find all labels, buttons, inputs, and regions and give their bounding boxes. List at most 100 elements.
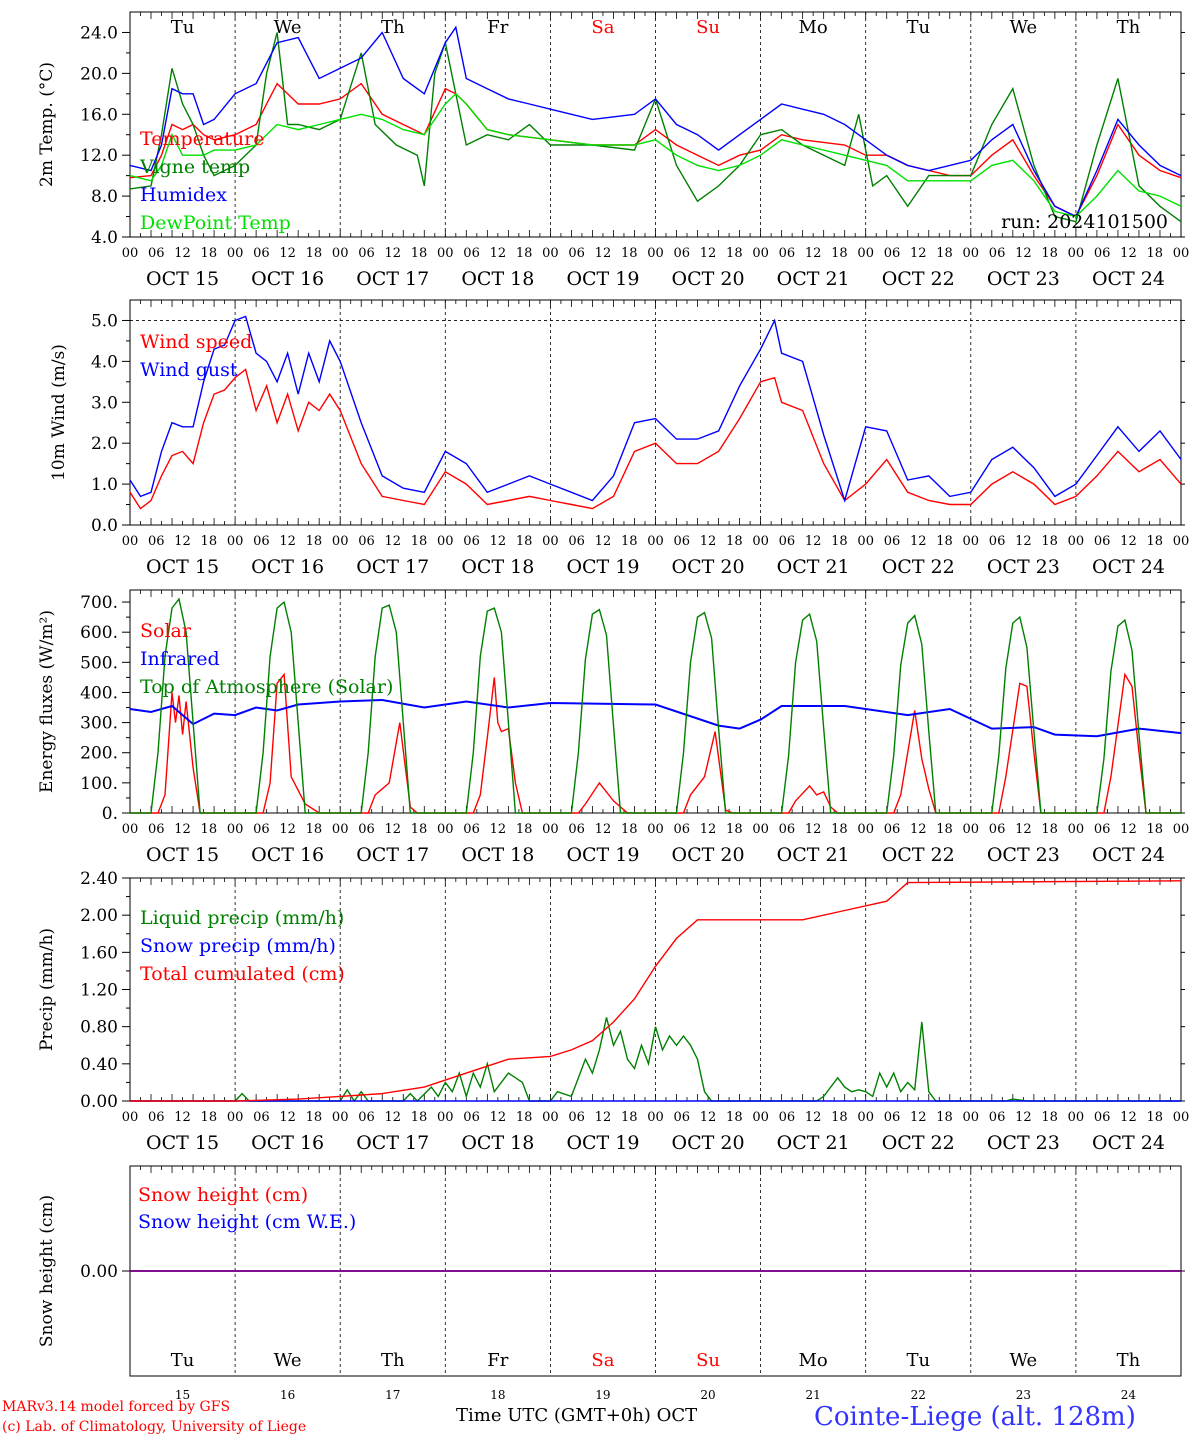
date-label: OCT 23 xyxy=(987,1132,1060,1154)
day-number-label: 19 xyxy=(595,1388,610,1402)
date-label: OCT 17 xyxy=(356,268,429,290)
date-label: OCT 23 xyxy=(987,268,1060,290)
y-tick-label: 500. xyxy=(80,653,118,673)
hour-tick-label: 06 xyxy=(779,534,796,549)
hour-tick-label: 06 xyxy=(568,1110,585,1125)
hour-tick-label: 12 xyxy=(174,822,191,837)
plot-frame xyxy=(129,299,1182,526)
hour-tick-label: 00 xyxy=(227,822,244,837)
hour-tick-label: 00 xyxy=(1173,822,1190,837)
legend-entry: Snow precip (mm/h) xyxy=(140,935,336,957)
date-label: OCT 20 xyxy=(672,268,745,290)
y-tick-label: 0.0 xyxy=(91,516,118,536)
series-line xyxy=(130,880,1182,1102)
hour-tick-label: 18 xyxy=(1041,246,1058,261)
hour-tick-label: 12 xyxy=(910,534,927,549)
weekday-label: We xyxy=(1010,1350,1038,1371)
hour-tick-label: 00 xyxy=(1068,1110,1085,1125)
hour-tick-label: 06 xyxy=(568,534,585,549)
weekday-label: Th xyxy=(381,17,405,38)
hour-tick-label: 18 xyxy=(1146,534,1163,549)
date-label: OCT 20 xyxy=(672,556,745,578)
hour-tick-label: 00 xyxy=(963,246,980,261)
hour-tick-label: 18 xyxy=(726,822,743,837)
hour-tick-label: 06 xyxy=(674,534,691,549)
hour-tick-label: 12 xyxy=(279,246,296,261)
series-line xyxy=(130,1017,1181,1103)
hour-tick-label: 18 xyxy=(831,1110,848,1125)
hour-tick-label: 06 xyxy=(884,1110,901,1125)
day-number-label: 17 xyxy=(385,1388,400,1402)
hour-tick-label: 00 xyxy=(122,822,139,837)
y-axis-label: Energy fluxes (W/m²) xyxy=(37,610,57,793)
hour-tick-label: 06 xyxy=(568,822,585,837)
y-tick-label: 300. xyxy=(80,714,118,734)
hour-tick-label: 18 xyxy=(621,246,638,261)
hour-tick-label: 06 xyxy=(989,1110,1006,1125)
date-label: OCT 19 xyxy=(566,844,639,866)
weekday-label: We xyxy=(274,1350,302,1371)
hour-tick-label: 12 xyxy=(805,246,822,261)
station-label: Cointe-Liege (alt. 128m) xyxy=(814,1402,1136,1432)
hour-tick-label: 06 xyxy=(253,534,270,549)
hour-tick-label: 18 xyxy=(1041,1110,1058,1125)
hour-tick-label: 06 xyxy=(779,1110,796,1125)
y-tick-label: 0. xyxy=(102,804,118,824)
hour-tick-label: 18 xyxy=(516,246,533,261)
weekday-label: Th xyxy=(1117,17,1141,38)
date-label: OCT 16 xyxy=(251,844,324,866)
date-label: OCT 15 xyxy=(146,268,219,290)
weekday-label: Mo xyxy=(799,1350,828,1371)
date-label: OCT 24 xyxy=(1092,268,1165,290)
hour-tick-label: 18 xyxy=(201,246,218,261)
day-number-label: 22 xyxy=(911,1388,926,1402)
legend-entry: Snow height (cm W.E.) xyxy=(138,1211,356,1233)
y-tick-label: 200. xyxy=(80,744,118,764)
weekday-label: We xyxy=(274,17,302,38)
legend-entry: Infrared xyxy=(140,648,220,670)
weekday-label: Su xyxy=(696,17,720,38)
hour-tick-label: 12 xyxy=(384,1110,401,1125)
y-tick-label: 400. xyxy=(80,683,118,703)
y-tick-label: 1.60 xyxy=(80,943,118,963)
hour-tick-label: 12 xyxy=(595,1110,612,1125)
date-label: OCT 21 xyxy=(777,268,850,290)
date-label: OCT 23 xyxy=(987,844,1060,866)
hour-tick-label: 12 xyxy=(174,534,191,549)
hour-tick-label: 12 xyxy=(595,246,612,261)
hour-tick-label: 18 xyxy=(306,246,323,261)
weekday-label: Th xyxy=(381,1350,405,1371)
hour-tick-label: 06 xyxy=(463,534,480,549)
hour-tick-label: 00 xyxy=(332,246,349,261)
hour-tick-label: 00 xyxy=(963,822,980,837)
hour-tick-label: 12 xyxy=(595,822,612,837)
series-line xyxy=(129,368,1182,510)
hour-tick-label: 00 xyxy=(437,822,454,837)
y-tick-label: 4.0 xyxy=(91,228,118,248)
hour-tick-label: 06 xyxy=(253,1110,270,1125)
legend-entry: Wind gust xyxy=(140,359,238,381)
legend-entry: Solar xyxy=(140,620,192,642)
legend-entry: Snow height (cm) xyxy=(138,1184,308,1206)
hour-tick-label: 12 xyxy=(1015,822,1032,837)
hour-tick-label: 18 xyxy=(1146,822,1163,837)
hour-tick-label: 18 xyxy=(411,1110,428,1125)
legend-entry: Total cumulated (cm) xyxy=(140,963,345,985)
y-tick-label: 24.0 xyxy=(80,23,118,43)
date-label: OCT 23 xyxy=(987,556,1060,578)
hour-tick-label: 00 xyxy=(332,822,349,837)
weekday-label: Tu xyxy=(171,1350,195,1371)
hour-tick-label: 18 xyxy=(1146,1110,1163,1125)
hour-tick-label: 00 xyxy=(437,1110,454,1125)
hour-tick-label: 12 xyxy=(384,534,401,549)
hour-tick-label: 12 xyxy=(805,822,822,837)
hour-tick-label: 18 xyxy=(831,534,848,549)
hour-tick-label: 12 xyxy=(700,534,717,549)
hour-tick-label: 06 xyxy=(779,822,796,837)
hour-tick-label: 00 xyxy=(227,534,244,549)
y-tick-label: 5.0 xyxy=(91,311,118,331)
day-number-label: 23 xyxy=(1016,1388,1031,1402)
weekday-label: Fr xyxy=(487,1350,508,1371)
y-tick-label: 3.0 xyxy=(91,393,118,413)
hour-tick-label: 00 xyxy=(752,246,769,261)
